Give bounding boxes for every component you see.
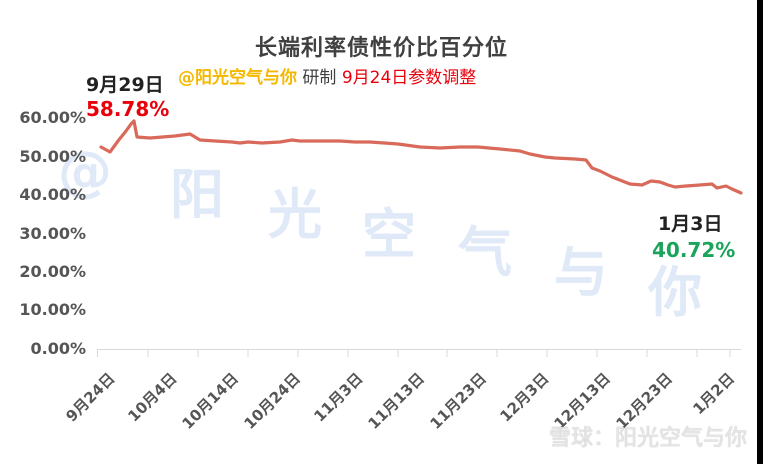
author-handle: @阳光空气与你 [178, 68, 297, 88]
x-axis [97, 349, 741, 357]
watermark-char: 气 [458, 221, 512, 284]
chart-subtitle: @阳光空气与你 研制 9月24日参数调整 [178, 63, 476, 88]
annotation-latest-value: 40.72% [652, 238, 736, 262]
watermark-char: 光 [268, 183, 322, 246]
image-border [757, 0, 763, 464]
made-label: 研制 [302, 68, 337, 88]
y-tick-label: 60.00% [19, 108, 86, 127]
watermark-at: @ [58, 140, 112, 203]
y-tick-label: 40.00% [19, 185, 86, 204]
y-tick-label: 0.00% [30, 339, 86, 358]
parameter-note: 9月24日参数调整 [341, 68, 477, 88]
watermark-char: 阳 [170, 163, 224, 226]
data-line [99, 119, 743, 195]
y-tick-label: 30.00% [19, 224, 86, 243]
watermark-char: 你 [648, 261, 702, 324]
watermark-char: 与 [554, 241, 608, 304]
y-tick-label: 20.00% [19, 262, 86, 281]
annotation-high-value: 58.78% [86, 97, 170, 121]
platform-watermark: 雪球：阳光空气与你 [548, 426, 747, 451]
y-tick-label: 50.00% [19, 147, 86, 166]
watermark-char: 空 [362, 203, 416, 266]
annotation-latest-date: 1月3日 [658, 213, 723, 235]
y-tick-label: 10.00% [19, 300, 86, 319]
chart-title: 长端利率债性价比百分位 [254, 36, 508, 61]
annotation-high-date: 9月29日 [86, 74, 164, 96]
